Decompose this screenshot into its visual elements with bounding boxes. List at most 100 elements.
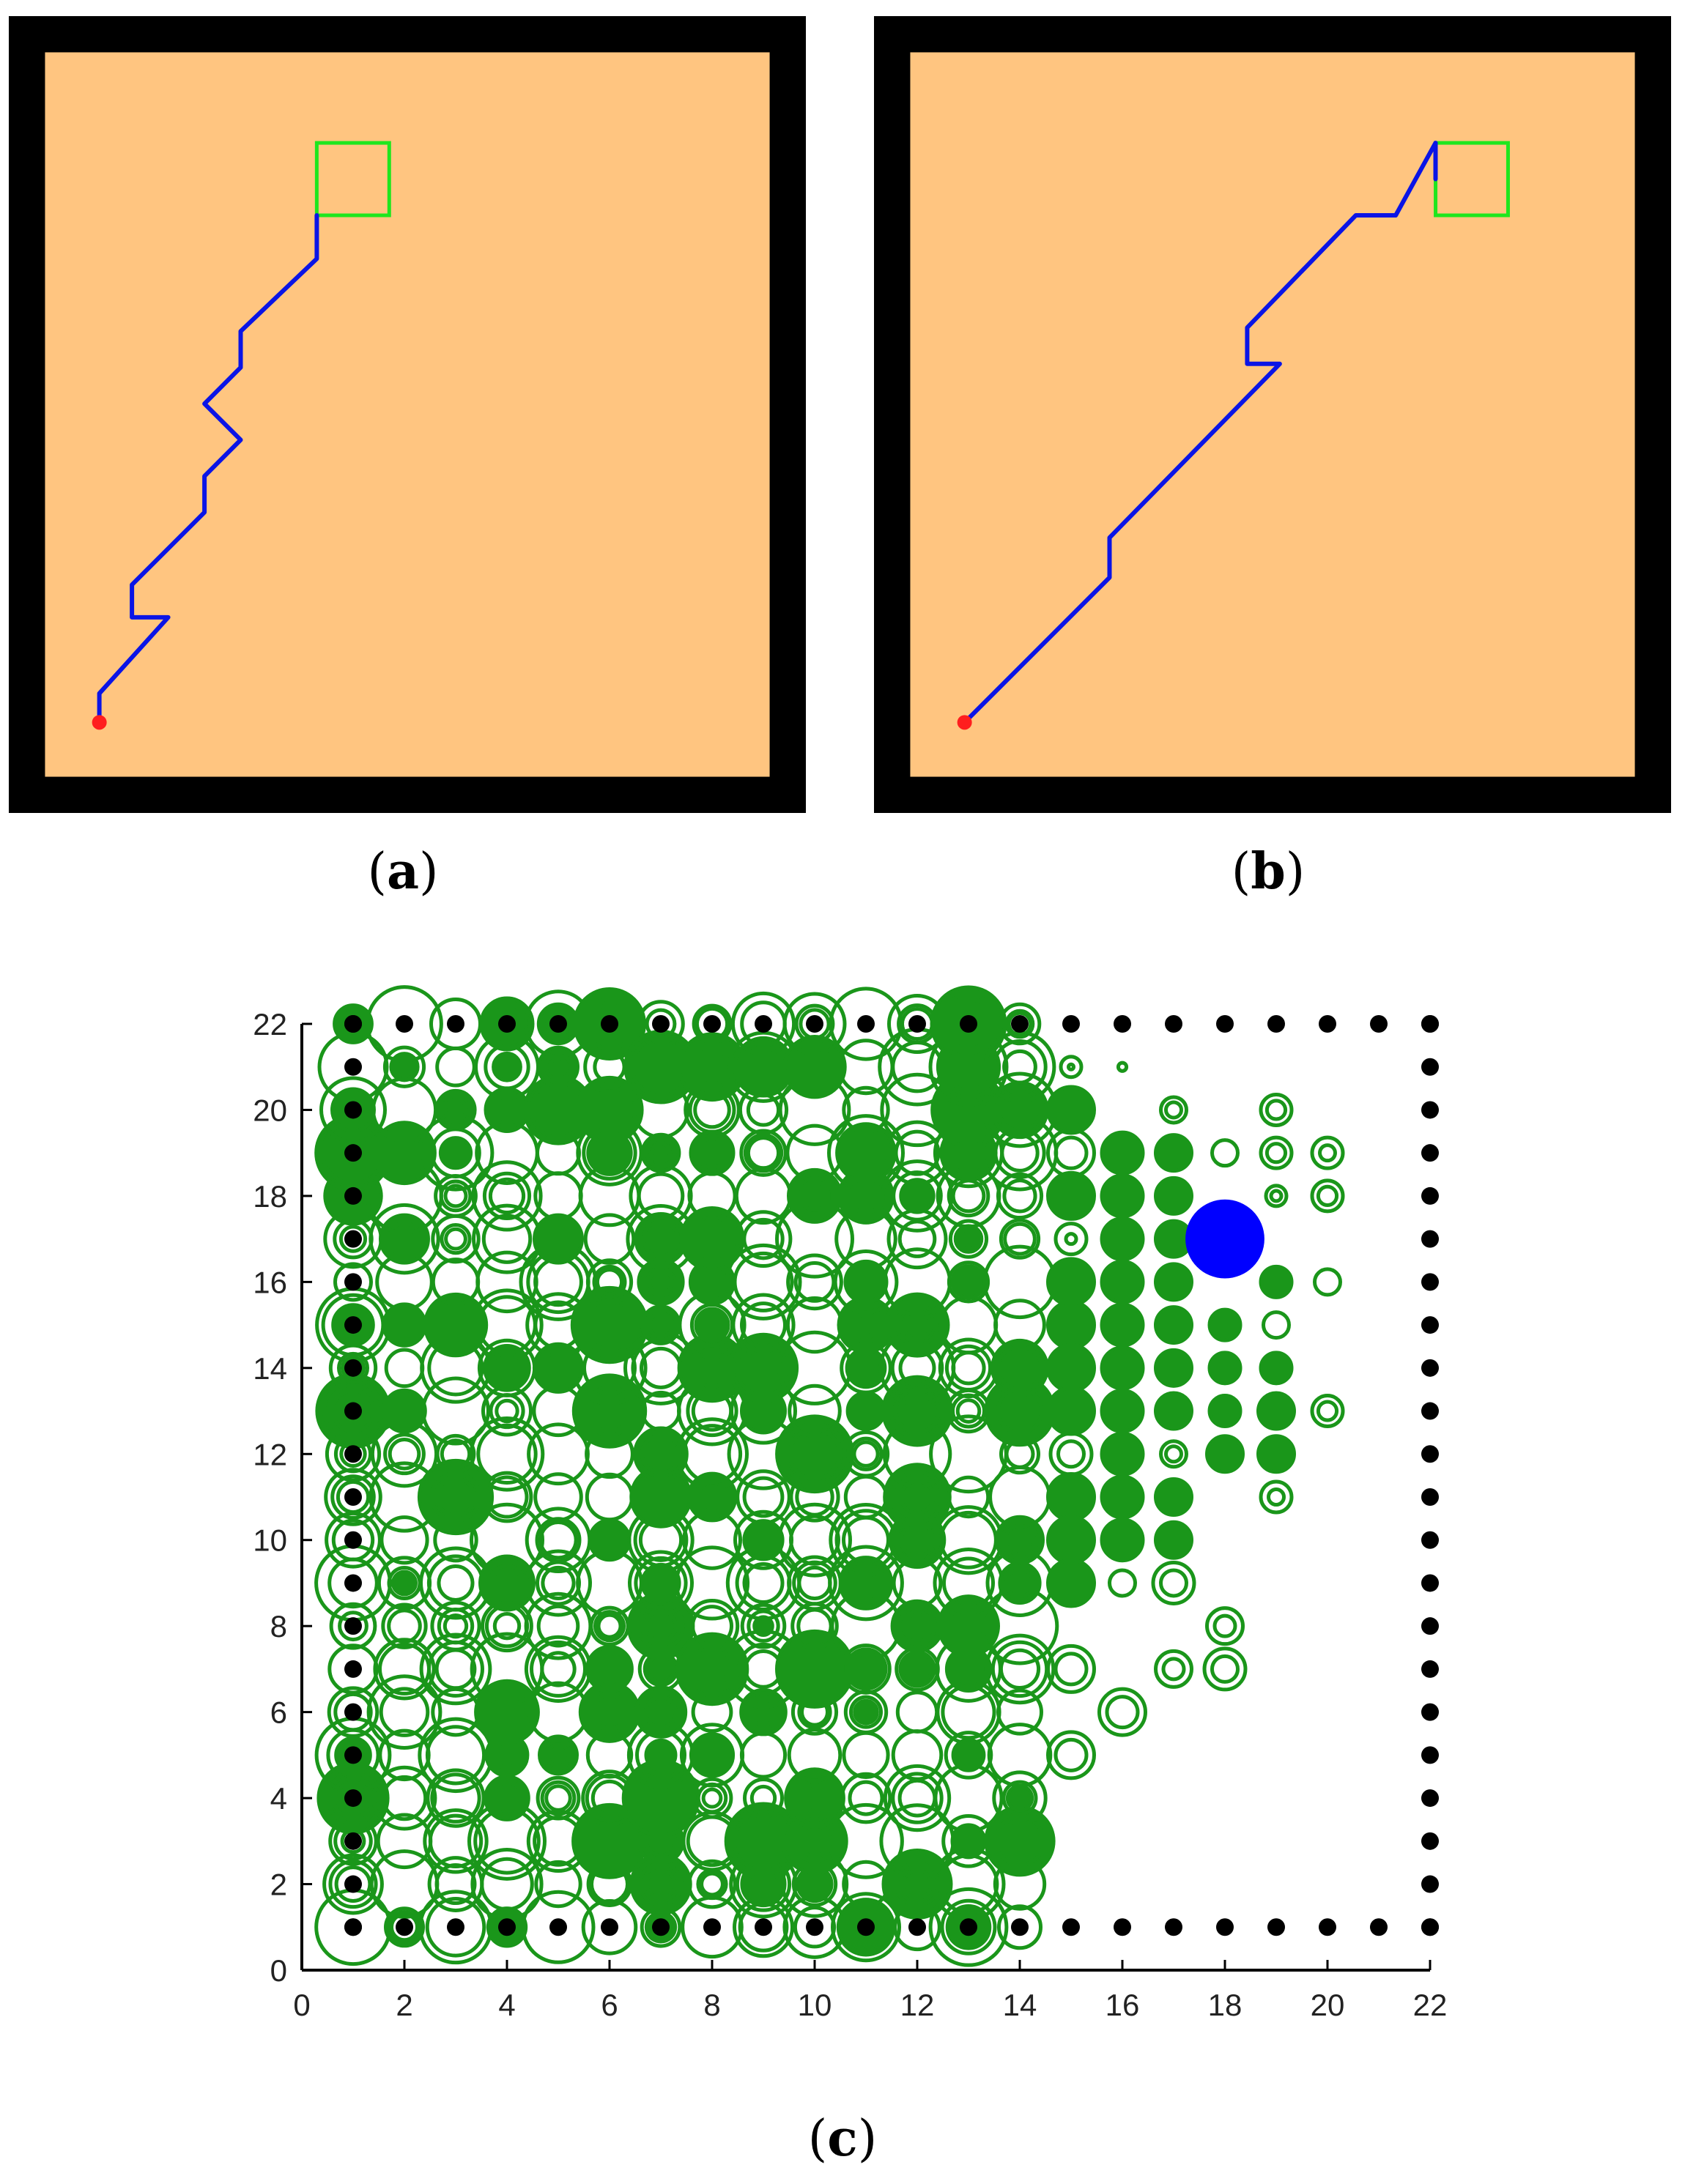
sample-circle [955, 1398, 982, 1424]
y-tick-label: 10 [253, 1523, 287, 1558]
sample-circle [1100, 1474, 1145, 1520]
sample-circle [747, 1609, 780, 1643]
sample-circle [470, 1502, 544, 1578]
sample-circle [957, 1227, 980, 1251]
sample-circle [777, 1502, 852, 1578]
obstacle-dot [344, 1488, 362, 1506]
sample-circle [742, 1519, 785, 1561]
sample-circle [997, 1904, 1043, 1950]
sample-circle [901, 1309, 933, 1341]
sample-circle [691, 1777, 733, 1819]
sample-circle [740, 1602, 787, 1649]
sample-circle [1151, 1560, 1196, 1605]
sample-circle [443, 1097, 468, 1123]
sample-circle [1310, 1135, 1345, 1170]
sample-circle [1100, 1130, 1145, 1175]
sample-circle [1053, 1737, 1089, 1772]
obstacle-dot [344, 1402, 362, 1420]
obstacle-dot [1421, 1703, 1439, 1721]
sample-circle [428, 1813, 484, 1869]
sample-circle [544, 1784, 572, 1812]
sample-circle [533, 1213, 584, 1265]
sample-circle [443, 1184, 468, 1208]
sample-circle [536, 1775, 581, 1821]
sample-circle [740, 1301, 787, 1349]
obstacle-dot [344, 1574, 362, 1592]
sample-circle [530, 1640, 587, 1698]
sample-circle [725, 1243, 802, 1321]
sample-circle [798, 1824, 832, 1858]
x-tick-label: 22 [1413, 1988, 1448, 2022]
sample-circle [734, 1210, 793, 1269]
obstacle-dot [344, 1703, 362, 1721]
sample-circle [439, 1179, 473, 1213]
obstacle-dot [396, 1015, 413, 1033]
sample-circle [488, 1177, 526, 1215]
obstacle-dot [344, 1445, 362, 1463]
sample-circle [381, 1602, 428, 1649]
sample-circle [840, 1643, 892, 1695]
x-tick-label: 20 [1311, 1988, 1345, 2022]
sample-circle [534, 1860, 582, 1909]
sample-circle [640, 1390, 681, 1432]
sample-circle [1046, 1472, 1096, 1522]
sample-circle [583, 1299, 636, 1351]
obstacle-dot [1216, 1918, 1234, 1936]
sample-circle [852, 1440, 880, 1468]
sample-circle [1046, 1257, 1096, 1307]
sample-circle [444, 1227, 467, 1251]
sample-circle [1046, 1558, 1096, 1608]
sample-circle [899, 1178, 936, 1214]
sample-circle [1005, 1783, 1034, 1813]
sample-circle [828, 1802, 904, 1879]
sample-circle [1007, 1011, 1033, 1037]
sample-circle [951, 1351, 986, 1386]
sample-circle [338, 1225, 368, 1253]
sample-circle [996, 1688, 1043, 1736]
sample-circle [1259, 1092, 1294, 1127]
sample-circle [937, 1594, 1000, 1658]
sample-circle [890, 1470, 944, 1524]
obstacle-dot [1011, 1015, 1029, 1033]
sample-circle [536, 1604, 580, 1648]
sample-circle [997, 1087, 1043, 1133]
sample-circle [438, 1136, 473, 1170]
obstacle-dot [1165, 1918, 1182, 1936]
sample-circle [1316, 1184, 1339, 1208]
sample-circle [999, 1218, 1041, 1260]
sample-circle [1318, 1143, 1337, 1163]
sample-circle [687, 1859, 737, 1909]
x-tick-label: 2 [396, 1988, 412, 2022]
obstacle-dot [1421, 1488, 1439, 1506]
x-tick-label: 14 [1003, 1988, 1037, 2022]
sample-circle [1207, 1394, 1243, 1429]
sample-circle [1053, 1222, 1089, 1257]
panel-label-b: (b) [1231, 842, 1306, 901]
sample-circle [1154, 1477, 1193, 1517]
sample-circle [1046, 1643, 1096, 1694]
sample-circle [1205, 1606, 1245, 1646]
sample-circle [474, 1679, 540, 1745]
obstacle-dot [344, 1101, 362, 1119]
sample-circle [1000, 1520, 1040, 1559]
sample-circle [634, 1556, 688, 1611]
sample-circle [585, 1258, 634, 1306]
sample-circle [730, 991, 796, 1057]
sample-circle [532, 1342, 585, 1394]
sample-circle [1154, 1262, 1193, 1302]
sample-circle [1210, 1654, 1240, 1684]
sample-circle [482, 1171, 532, 1221]
obstacle-dot [498, 1015, 516, 1033]
sample-circle [540, 1651, 577, 1687]
sample-circle [533, 1257, 583, 1307]
sample-circle [384, 1906, 425, 1948]
sample-circle [1259, 1351, 1294, 1386]
obstacle-dot [1267, 1015, 1285, 1033]
sample-circle [948, 1219, 989, 1259]
sample-circle [441, 1095, 470, 1125]
sample-circle [894, 1387, 941, 1435]
sample-circle [895, 1690, 939, 1734]
obstacle-dot [344, 1273, 362, 1291]
sample-circle [1064, 1232, 1078, 1247]
x-tick-label: 10 [798, 1988, 832, 2022]
